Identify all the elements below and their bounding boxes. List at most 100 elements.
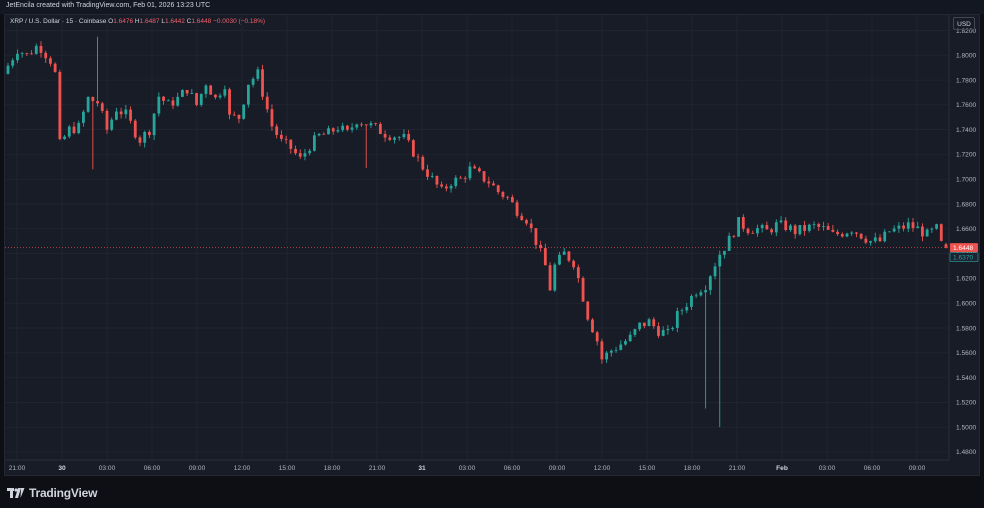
candle-body[interactable] [115, 111, 118, 120]
candle-body[interactable] [883, 231, 887, 242]
candle-body[interactable] [666, 328, 670, 331]
candle-body[interactable] [44, 52, 48, 59]
candle-body[interactable] [751, 233, 755, 234]
candle-body[interactable] [680, 310, 684, 312]
candle-body[interactable] [807, 224, 811, 231]
currency-button[interactable]: USD [953, 17, 975, 30]
candle-body[interactable] [77, 122, 81, 134]
candle-body[interactable] [430, 176, 434, 177]
candle-body[interactable] [100, 103, 104, 111]
candle-body[interactable] [944, 244, 948, 248]
candle-body[interactable] [859, 233, 863, 239]
candle-body[interactable] [784, 220, 788, 230]
candle-body[interactable] [393, 137, 396, 140]
candle-body[interactable] [16, 53, 19, 61]
candle-body[interactable] [336, 130, 340, 132]
candle-body[interactable] [902, 225, 905, 229]
candle-body[interactable] [798, 225, 802, 235]
candle-body[interactable] [624, 341, 627, 345]
candle-body[interactable] [143, 131, 147, 143]
candle-body[interactable] [327, 128, 330, 135]
candle-body[interactable] [397, 137, 401, 138]
candle-body[interactable] [30, 53, 33, 55]
candle-body[interactable] [553, 264, 557, 291]
candle-body[interactable] [67, 126, 71, 137]
candle-body[interactable] [6, 65, 10, 74]
candle-body[interactable] [591, 319, 594, 333]
candle-body[interactable] [770, 229, 773, 233]
candle-body[interactable] [510, 197, 514, 203]
candle-body[interactable] [817, 224, 821, 227]
candle-body[interactable] [454, 177, 458, 186]
candle-body[interactable] [473, 166, 477, 169]
candle-body[interactable] [760, 225, 764, 229]
candle-body[interactable] [213, 94, 217, 98]
candle-body[interactable] [812, 224, 816, 225]
candle-body[interactable] [369, 123, 373, 126]
candle-body[interactable] [91, 96, 95, 102]
candle-body[interactable] [228, 89, 231, 115]
candle-body[interactable] [690, 295, 693, 307]
candle-body[interactable] [605, 352, 609, 360]
candle-body[interactable] [209, 85, 213, 95]
candle-body[interactable] [614, 349, 618, 351]
candle-body[interactable] [864, 238, 868, 243]
candle-body[interactable] [562, 251, 566, 255]
candle-body[interactable] [459, 177, 462, 179]
candle-body[interactable] [558, 254, 561, 265]
candle-body[interactable] [223, 89, 227, 96]
candle-body[interactable] [737, 217, 741, 237]
candle-body[interactable] [275, 126, 279, 135]
candle-body[interactable] [312, 135, 316, 151]
candle-body[interactable] [845, 233, 849, 237]
candle-body[interactable] [930, 228, 934, 230]
candle-body[interactable] [539, 244, 543, 249]
candle-body[interactable] [529, 223, 533, 229]
candle-body[interactable] [25, 53, 29, 54]
price-chart[interactable]: 1.8200 1.8000 1.7800 1.7600 1.7400 1.7200 1.70… [0, 0, 984, 476]
candle-body[interactable] [162, 96, 165, 101]
tradingview-logo[interactable]: TradingView [7, 486, 97, 500]
candle-body[interactable] [822, 226, 825, 227]
candle-body[interactable] [317, 133, 321, 136]
candle-body[interactable] [265, 96, 269, 110]
candle-body[interactable] [572, 260, 576, 268]
candle-body[interactable] [694, 295, 698, 297]
candle-body[interactable] [732, 235, 736, 237]
candle-body[interactable] [727, 235, 731, 251]
candle-body[interactable] [633, 329, 637, 335]
candle-body[interactable] [652, 319, 656, 327]
candle-body[interactable] [850, 232, 854, 234]
candle-body[interactable] [345, 125, 349, 130]
candle-body[interactable] [534, 228, 538, 245]
candle-body[interactable] [869, 241, 872, 243]
candle-body[interactable] [407, 134, 411, 141]
candle-body[interactable] [774, 222, 778, 233]
candle-body[interactable] [935, 224, 938, 229]
candle-body[interactable] [756, 228, 759, 234]
candle-body[interactable] [195, 93, 198, 105]
chart-panel[interactable] [4, 14, 980, 476]
symbol-label[interactable]: XRP / U.S. Dollar · 15 · Coinbase [10, 18, 107, 25]
candle-body[interactable] [148, 131, 151, 136]
candle-body[interactable] [515, 202, 519, 216]
candle-body[interactable] [279, 134, 283, 139]
candle-body[interactable] [82, 111, 85, 123]
candle-body[interactable] [567, 251, 571, 261]
candle-body[interactable] [331, 128, 335, 132]
candle-body[interactable] [374, 123, 378, 125]
candle-body[interactable] [789, 225, 792, 230]
candle-body[interactable] [34, 45, 38, 54]
candle-body[interactable] [110, 119, 114, 130]
candle-body[interactable] [218, 95, 222, 98]
candle-body[interactable] [49, 58, 52, 64]
candle-body[interactable] [609, 350, 613, 353]
candle-body[interactable] [765, 225, 769, 230]
candle-body[interactable] [647, 319, 651, 327]
candle-body[interactable] [171, 100, 175, 106]
candle-body[interactable] [468, 166, 472, 179]
candle-body[interactable] [906, 222, 910, 229]
candle-body[interactable] [39, 45, 43, 53]
candle-body[interactable] [133, 120, 137, 138]
candle-body[interactable] [383, 133, 387, 138]
